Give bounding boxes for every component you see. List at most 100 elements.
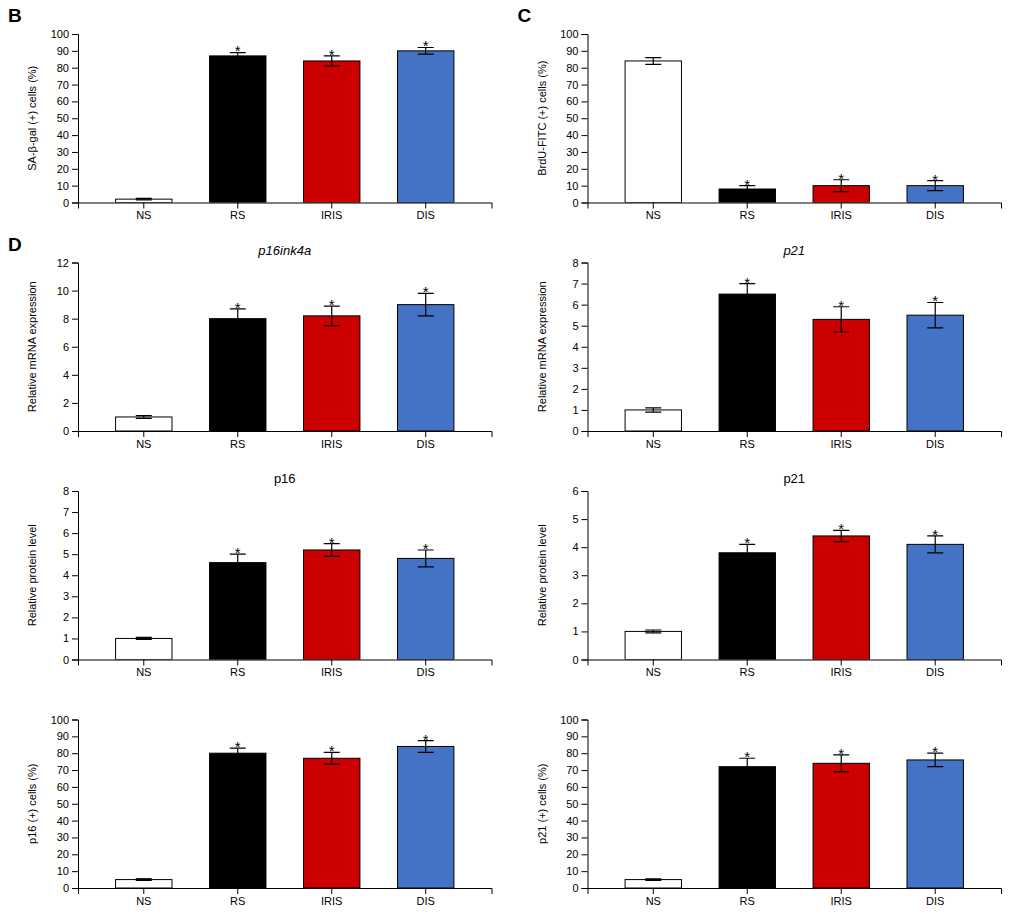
tick-label: 20 (566, 163, 578, 175)
marks (116, 741, 454, 888)
tick: 0 (63, 197, 78, 209)
bar (398, 746, 454, 888)
annotation: * (423, 540, 429, 557)
error-line (653, 408, 654, 412)
tick-mark (582, 118, 588, 119)
tick-label: 10 (57, 865, 69, 877)
tick-label: IRIS (831, 209, 852, 221)
x-axis: NSRSIRISDIS (588, 660, 1002, 679)
tick-label: 4 (63, 369, 69, 381)
tick: RS (740, 888, 755, 907)
tick: DIS (417, 888, 435, 907)
tick: 90 (57, 45, 78, 57)
tick: IRIS (321, 888, 342, 907)
tick-label: 30 (566, 831, 578, 843)
axis-line (72, 35, 79, 204)
tick-mark (582, 787, 588, 788)
tick: 70 (57, 79, 78, 91)
tick: NS (136, 888, 151, 907)
axis-line (582, 720, 589, 889)
tick-label: 10 (57, 285, 69, 297)
tick-label: NS (136, 209, 151, 221)
error-cap (927, 766, 943, 767)
tick: 30 (566, 831, 587, 843)
tick-label: DIS (417, 895, 435, 907)
tick-mark (582, 263, 588, 264)
error-cap (739, 304, 755, 305)
tick-label: 0 (63, 882, 69, 894)
tick: 60 (566, 781, 587, 793)
bar (304, 61, 360, 203)
tick: 30 (57, 831, 78, 843)
tick-label: 2 (63, 611, 69, 623)
bar (813, 763, 869, 888)
tick: 8 (572, 257, 587, 269)
annotation: * (744, 176, 750, 193)
tick-mark (72, 554, 78, 555)
tick-mark (582, 305, 588, 306)
panel: 012345678NSRSIRISDISRelative mRNA expres… (536, 243, 1002, 450)
tick-mark (331, 203, 332, 209)
tick-label: 90 (57, 730, 69, 742)
marks (625, 58, 963, 203)
tick-label: IRIS (321, 438, 342, 450)
error-bar (645, 879, 661, 881)
error-cap (418, 315, 434, 316)
tick: 0 (63, 882, 78, 894)
error-cap (833, 771, 849, 772)
tick-label: 50 (566, 112, 578, 124)
tick: 10 (57, 180, 78, 192)
tick-mark (582, 491, 588, 492)
y-axis: 0102030405060708090100 (51, 28, 79, 209)
tick-label: 6 (63, 341, 69, 353)
tick: 4 (572, 341, 587, 353)
error-cap (136, 415, 152, 416)
tick: IRIS (321, 660, 342, 679)
tick-label: 100 (560, 714, 578, 726)
bar (116, 880, 172, 888)
y-axis: 012345678 (63, 485, 79, 666)
axis-line (72, 492, 79, 661)
tick-mark (72, 491, 78, 492)
tick-label: 70 (57, 764, 69, 776)
tick-mark (72, 101, 78, 102)
tick-label: DIS (926, 209, 944, 221)
tick-mark (72, 291, 78, 292)
tick: 0 (572, 882, 587, 894)
tick-label: 3 (572, 569, 578, 581)
axis-line (79, 203, 493, 209)
error-cap (324, 764, 340, 765)
annotation: * (329, 46, 335, 63)
tick-mark (72, 319, 78, 320)
axis-line (79, 432, 493, 438)
tick-label: 20 (566, 848, 578, 860)
bar (304, 550, 360, 660)
tick-mark (72, 821, 78, 822)
error-cap (833, 191, 849, 192)
tick-label: RS (230, 666, 245, 678)
tick: RS (740, 431, 755, 450)
tick-mark (582, 431, 588, 432)
panel: 012345678NSRSIRISDISRelative protein lev… (26, 471, 492, 678)
tick-label: RS (230, 438, 245, 450)
tick-mark (653, 888, 654, 894)
tick: IRIS (831, 431, 852, 450)
tick: DIS (926, 888, 944, 907)
tick-mark (72, 135, 78, 136)
tick-mark (72, 888, 78, 889)
tick-label: NS (136, 666, 151, 678)
panel: 0102030405060708090100NSRSIRISDISBrdU-FI… (518, 5, 1002, 221)
panel: 0123456NSRSIRISDISRelative protein level… (536, 471, 1002, 678)
tick: 60 (566, 95, 587, 107)
tick-mark (143, 203, 144, 209)
tick-mark (72, 720, 78, 721)
tick-mark (582, 575, 588, 576)
tick-label: 7 (63, 506, 69, 518)
bar (210, 56, 266, 203)
tick: 0 (572, 654, 587, 666)
tick: 3 (572, 362, 587, 374)
tick: 4 (63, 569, 78, 581)
tick-label: NS (646, 895, 661, 907)
tick-mark (582, 871, 588, 872)
bar (398, 305, 454, 431)
